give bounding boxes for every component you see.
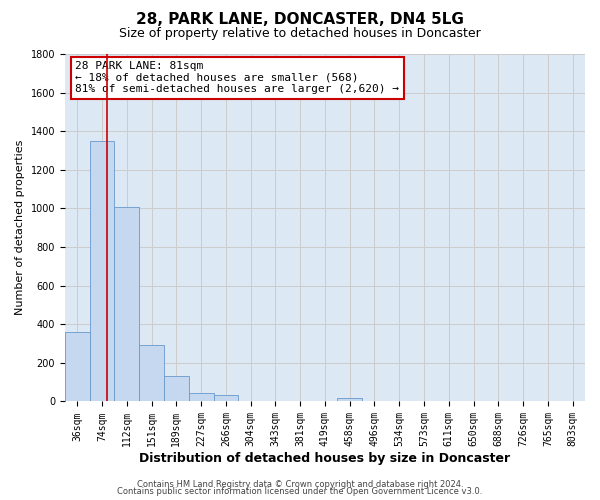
Bar bbox=[115, 206, 139, 402]
Text: 28, PARK LANE, DONCASTER, DN4 5LG: 28, PARK LANE, DONCASTER, DN4 5LG bbox=[136, 12, 464, 28]
Text: Contains public sector information licensed under the Open Government Licence v3: Contains public sector information licen… bbox=[118, 487, 482, 496]
Bar bbox=[89, 141, 115, 402]
Text: 28 PARK LANE: 81sqm
← 18% of detached houses are smaller (568)
81% of semi-detac: 28 PARK LANE: 81sqm ← 18% of detached ho… bbox=[76, 61, 400, 94]
Bar bbox=[214, 394, 238, 402]
Y-axis label: Number of detached properties: Number of detached properties bbox=[15, 140, 25, 316]
Bar bbox=[139, 346, 164, 402]
Bar bbox=[189, 393, 214, 402]
X-axis label: Distribution of detached houses by size in Doncaster: Distribution of detached houses by size … bbox=[139, 452, 511, 465]
Bar bbox=[337, 398, 362, 402]
Text: Size of property relative to detached houses in Doncaster: Size of property relative to detached ho… bbox=[119, 28, 481, 40]
Bar bbox=[65, 332, 89, 402]
Text: Contains HM Land Registry data © Crown copyright and database right 2024.: Contains HM Land Registry data © Crown c… bbox=[137, 480, 463, 489]
Bar bbox=[164, 376, 189, 402]
